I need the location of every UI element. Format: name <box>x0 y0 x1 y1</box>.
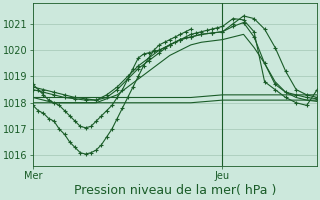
X-axis label: Pression niveau de la mer( hPa ): Pression niveau de la mer( hPa ) <box>74 184 276 197</box>
